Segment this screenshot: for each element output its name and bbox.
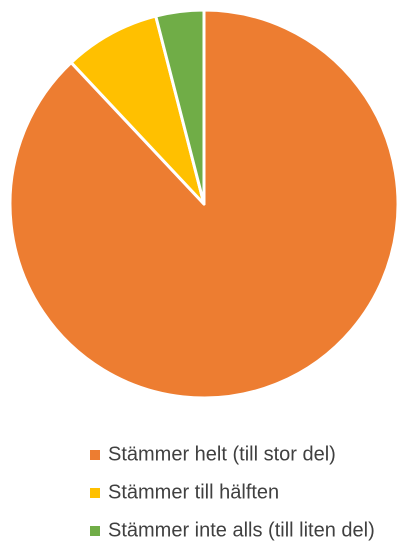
legend-swatch bbox=[90, 450, 100, 460]
legend-label: Stämmer helt (till stor del) bbox=[108, 443, 336, 465]
pie-slice bbox=[69, 14, 206, 206]
legend-label: Stämmer inte alls (till liten del) bbox=[108, 519, 375, 541]
legend-swatch bbox=[90, 526, 100, 536]
legend-swatch bbox=[90, 488, 100, 498]
legend-label: Stämmer till hälften bbox=[108, 481, 279, 503]
pie-slice bbox=[154, 8, 206, 206]
